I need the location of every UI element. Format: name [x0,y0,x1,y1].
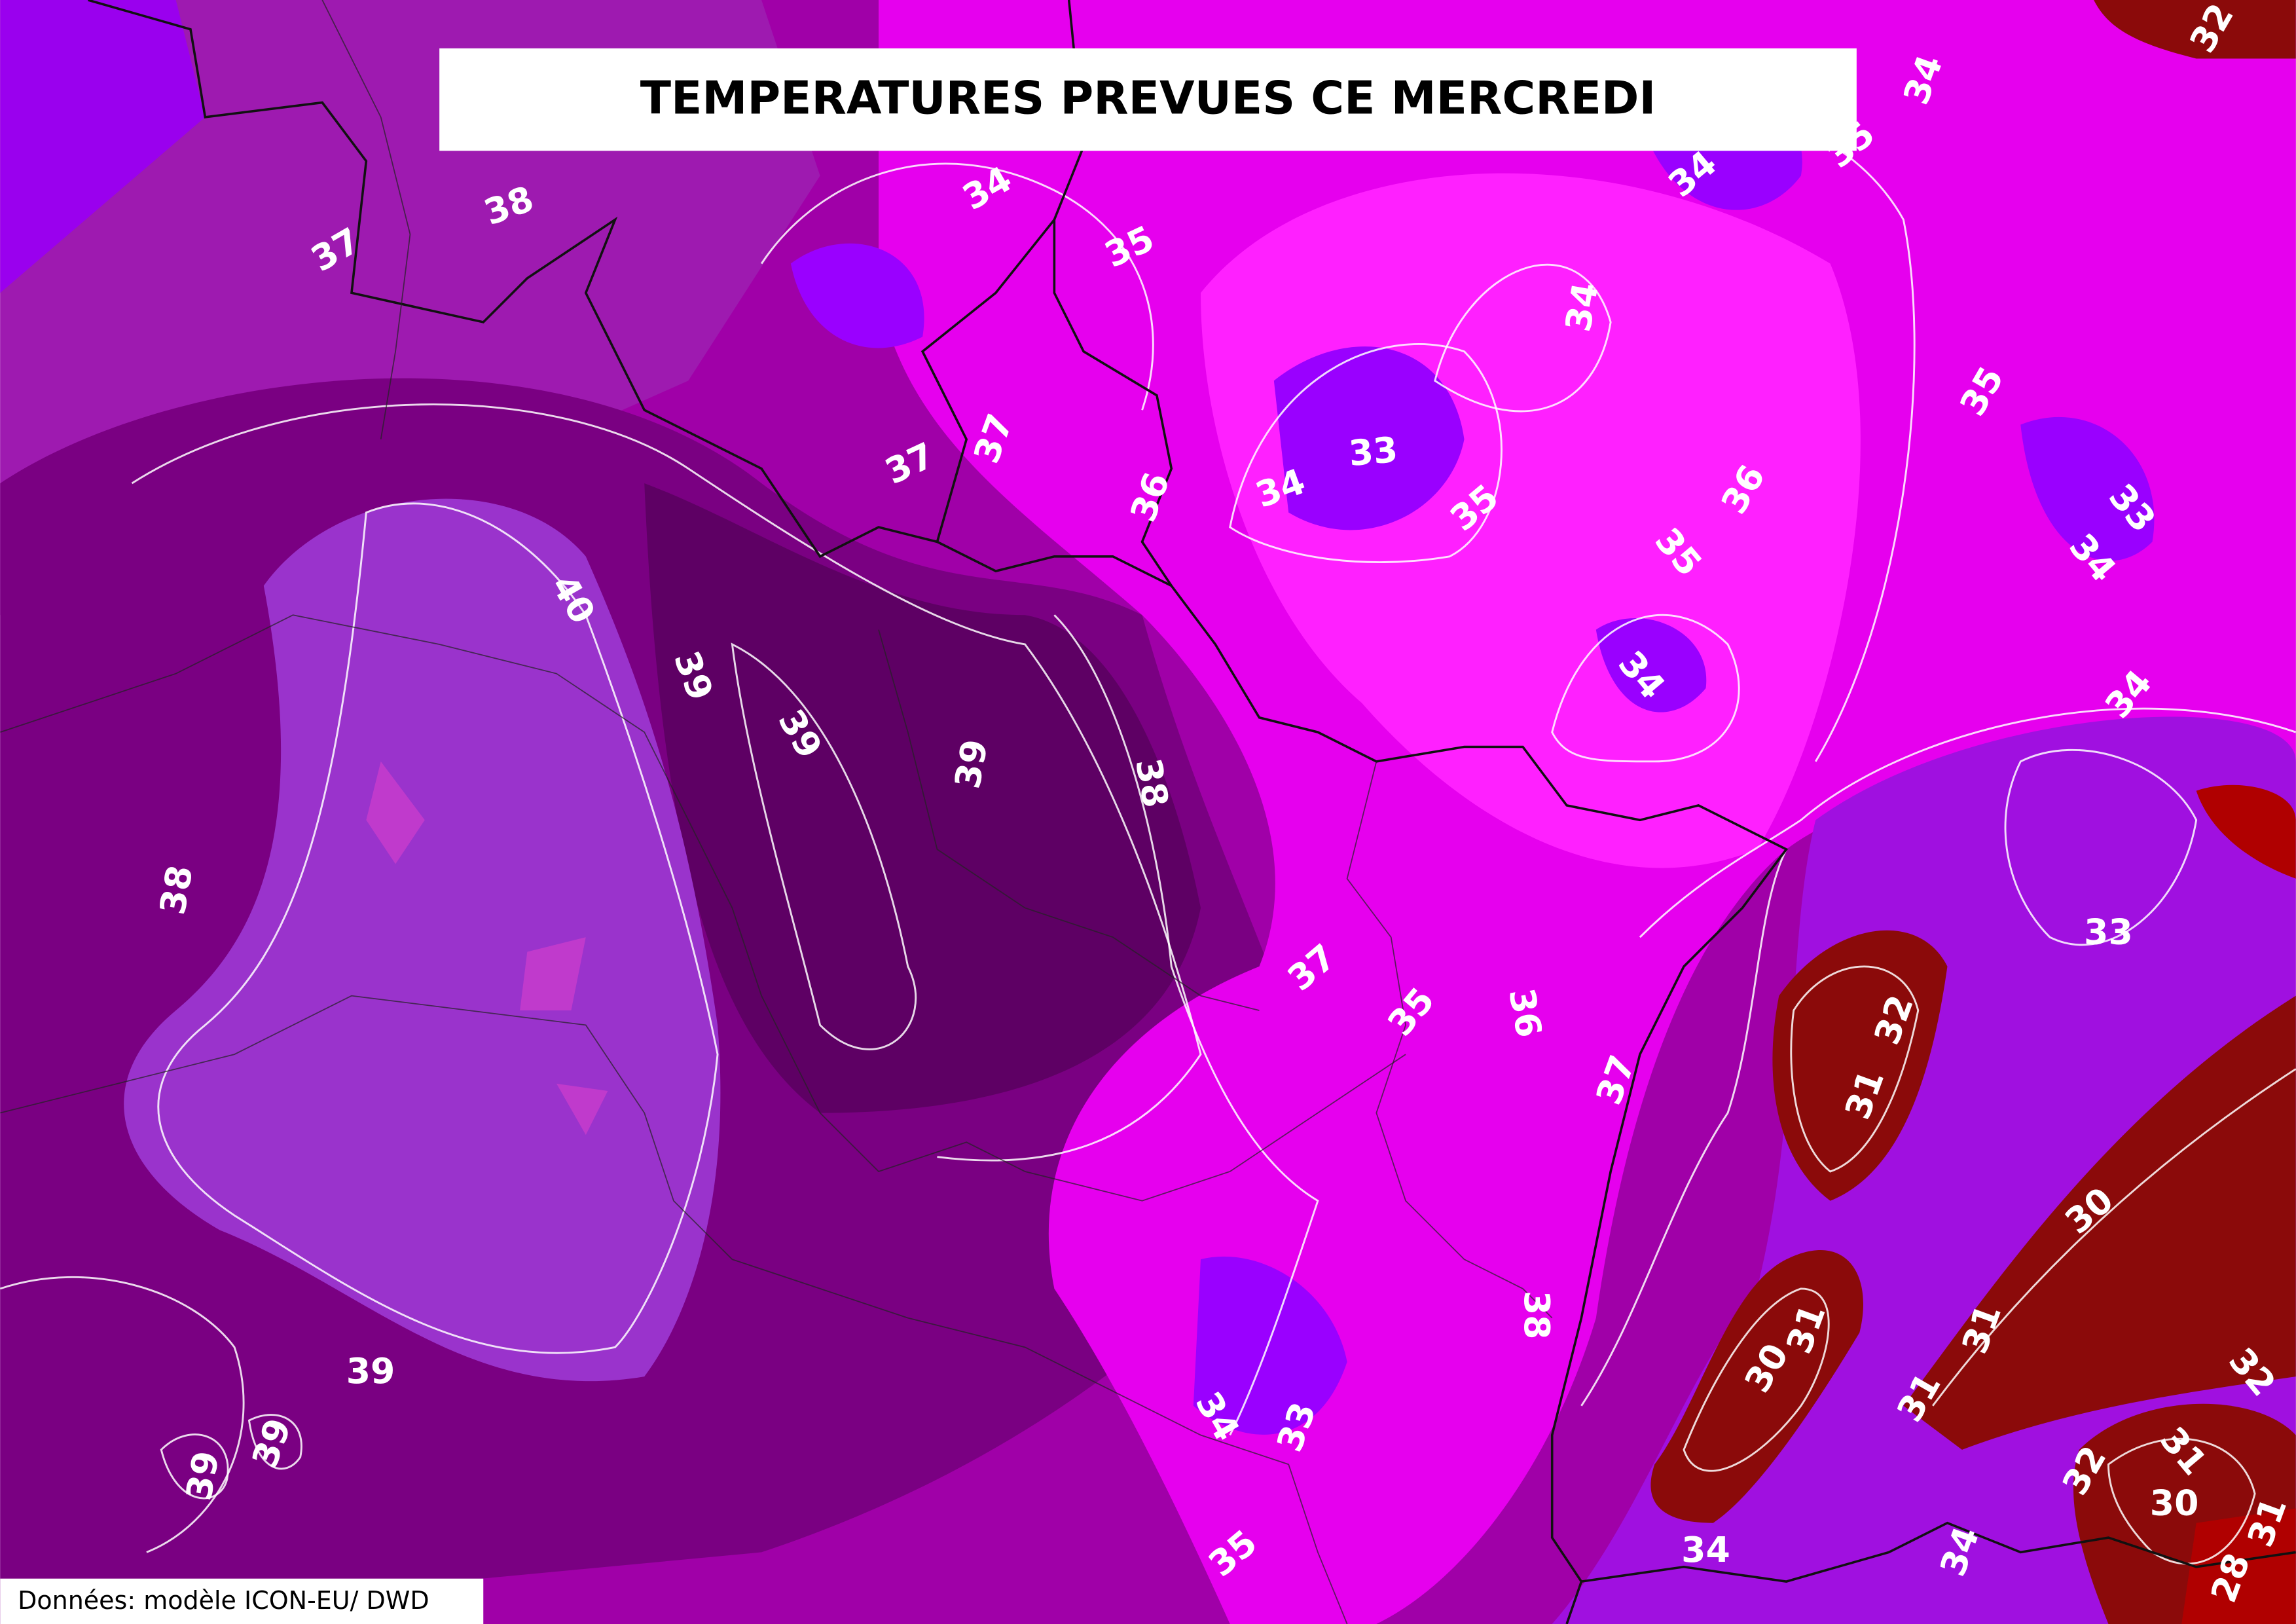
contour-label: 33 [1347,429,1400,474]
contour-label: 39 [178,1448,227,1503]
contour-label: 38 [1127,755,1176,810]
contour-label: 30 [2150,1483,2199,1524]
contour-label: 34 [1558,280,1607,335]
contour-label: 39 [947,736,996,791]
contour-label: 36 [1501,986,1550,1041]
data-source: Données: modèle ICON-EU/ DWD [18,1586,429,1615]
contour-label: 38 [1516,1291,1558,1340]
contour-label: 38 [152,862,201,917]
map-title: TEMPERATURES PREVUES CE MERCREDI [640,72,1656,124]
isotherms [0,87,2296,1565]
contour-label: 34 [1681,1529,1730,1570]
contour-label: 33 [2084,911,2133,952]
contour-label: 39 [346,1350,395,1392]
title-box [439,48,1857,151]
source-box [0,1578,484,1624]
